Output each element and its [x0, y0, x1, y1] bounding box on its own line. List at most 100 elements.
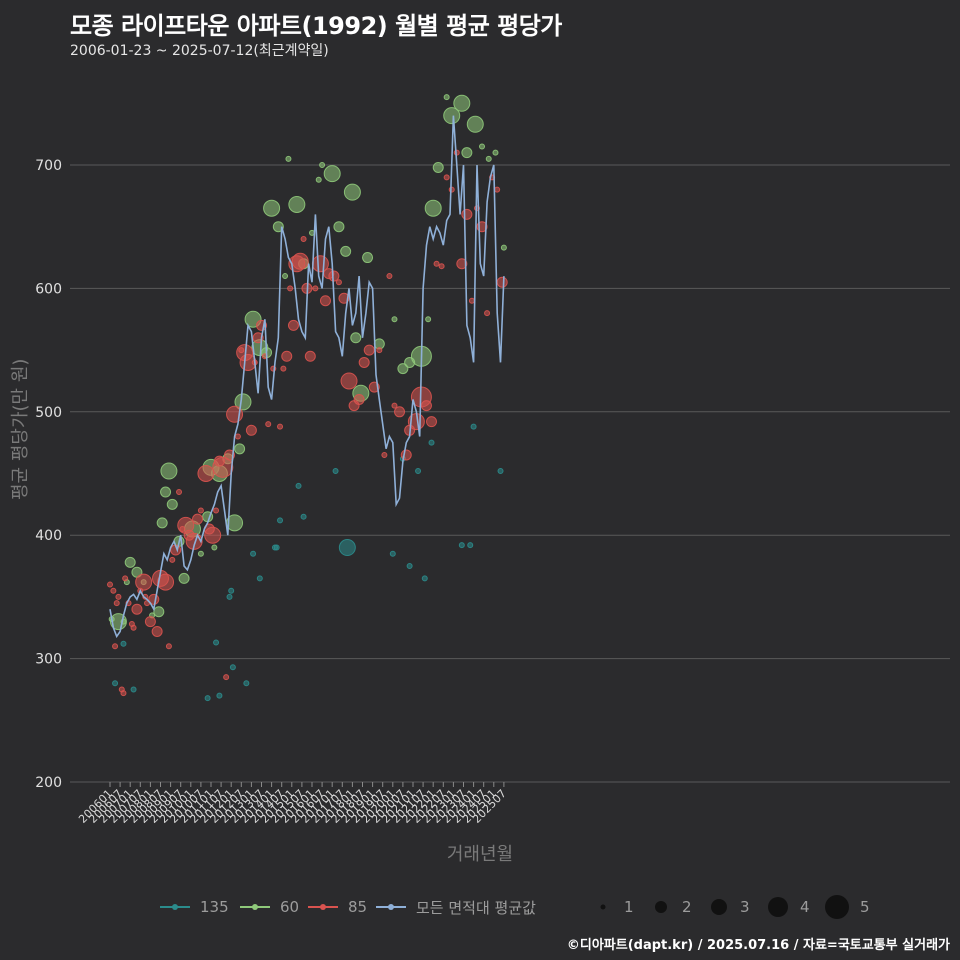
- point-85-201410: [281, 350, 293, 362]
- point-85-201905: [376, 347, 383, 354]
- point-135-202311: [467, 542, 474, 549]
- legend-size-2: 2: [650, 895, 692, 919]
- y-tick-label-600: 600: [35, 281, 62, 297]
- y-tick-label-500: 500: [35, 405, 62, 421]
- point-135-201306: [256, 575, 263, 582]
- point-135-201703: [332, 468, 339, 475]
- legend-size-4: 4: [766, 895, 810, 919]
- point-85-201508: [300, 236, 307, 243]
- point-60-201411: [285, 155, 292, 162]
- legend-swatch-60: [240, 904, 270, 910]
- legend-label-135: 135: [200, 898, 229, 916]
- point-60-201705: [333, 221, 345, 233]
- point-60-202410: [485, 155, 492, 162]
- point-85-200705: [131, 603, 143, 615]
- point-135-201201: [228, 587, 235, 594]
- y-tick-label-300: 300: [35, 652, 62, 668]
- point-60-201409: [282, 273, 289, 280]
- legend-item-60: 60: [240, 895, 299, 919]
- point-85-201408: [280, 365, 287, 372]
- point-60-201206: [234, 443, 246, 455]
- point-85-202112: [426, 416, 438, 428]
- point-60-201504: [288, 195, 306, 213]
- average-line: [109, 115, 505, 639]
- point-85-201512: [304, 350, 316, 362]
- point-135-200703: [130, 686, 137, 693]
- point-85-202309: [461, 208, 473, 220]
- point-85-200603: [110, 587, 117, 594]
- point-135-202112: [428, 439, 435, 446]
- y-tick-label-400: 400: [35, 528, 62, 544]
- point-85-201808: [358, 356, 370, 368]
- point-85-200604: [112, 643, 119, 650]
- point-85-201911: [386, 273, 393, 280]
- point-85-201711: [340, 372, 358, 390]
- point-85-200810: [157, 573, 175, 591]
- point-85-202203: [433, 260, 440, 267]
- point-135-202401: [470, 423, 477, 430]
- legend-size-3: 3: [708, 895, 750, 919]
- point-135-201202: [229, 664, 236, 671]
- point-135-201508: [300, 513, 307, 520]
- point-85-200801: [144, 616, 156, 628]
- point-85-200606: [115, 593, 122, 600]
- legend-size-label-2: 2: [682, 898, 692, 916]
- y-tick-label-700: 700: [35, 158, 62, 174]
- point-60-202406: [479, 143, 486, 150]
- point-85-200902: [169, 556, 176, 563]
- point-60-202502: [492, 149, 499, 156]
- point-85-202306: [456, 258, 468, 270]
- point-60-201701: [323, 165, 341, 183]
- chart-title: 모종 라이프타운 아파트(1992) 월별 평균 평당가: [70, 12, 562, 40]
- point-135-202505: [497, 468, 504, 475]
- point-135-201210: [243, 680, 250, 687]
- point-85-201705: [335, 279, 342, 286]
- point-135-201505: [295, 482, 302, 489]
- point-60-202507: [500, 244, 507, 251]
- point-60-200810: [160, 486, 172, 498]
- point-60-202110: [425, 316, 432, 323]
- point-85-202503: [494, 186, 501, 193]
- point-60-202007: [397, 363, 409, 375]
- point-135-201406: [277, 517, 284, 524]
- point-85-200805: [151, 625, 163, 637]
- point-85-201102: [204, 526, 222, 544]
- point-85-201406: [277, 423, 284, 430]
- point-60-202204: [432, 161, 444, 173]
- point-135-202104: [415, 468, 422, 475]
- point-85-200703: [130, 624, 137, 631]
- point-135-201011: [204, 695, 211, 702]
- point-135-202108: [421, 575, 428, 582]
- point-135-201104: [213, 639, 220, 646]
- average-line-path: [109, 115, 505, 639]
- point-135-202306: [458, 542, 465, 549]
- point-85-201108: [212, 456, 234, 478]
- legend-size-label-3: 3: [740, 898, 750, 916]
- point-135-202001: [389, 550, 396, 557]
- point-85-202005: [394, 406, 406, 418]
- legend-size-1: 1: [592, 895, 634, 919]
- point-60-201401: [263, 199, 281, 217]
- legend-size-dot-4: [768, 897, 788, 917]
- point-60-200812: [160, 462, 178, 480]
- legend-size-label-1: 1: [624, 898, 634, 916]
- legend-item-85: 85: [308, 895, 367, 919]
- gridlines: [70, 164, 950, 783]
- point-60-200902: [166, 498, 178, 510]
- legend-swatch-85: [308, 904, 338, 910]
- point-85-200605: [113, 600, 120, 607]
- point-85-201005: [192, 513, 204, 525]
- point-135-200604: [112, 680, 119, 687]
- legend: 135 60 85 모든 면적대 평균값 1 2 3 4 5: [0, 895, 960, 919]
- legend-size-label-5: 5: [860, 898, 870, 916]
- point-135-201302: [250, 550, 257, 557]
- point-85-201007: [197, 507, 204, 514]
- point-85-201502: [287, 319, 299, 331]
- point-60-200806: [153, 606, 165, 618]
- y-tick-label-200: 200: [35, 775, 62, 791]
- point-60-201103: [211, 544, 218, 551]
- point-135-201106: [216, 692, 223, 699]
- point-85-200601: [107, 581, 113, 588]
- chart-subtitle: 2006-01-23 ~ 2025-07-12(최근계약일): [70, 43, 329, 59]
